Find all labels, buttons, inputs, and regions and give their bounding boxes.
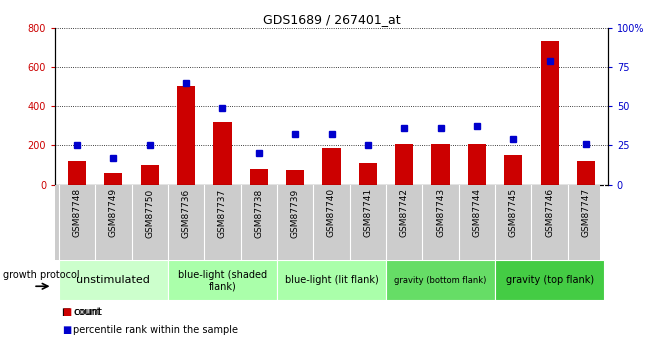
Text: GSM87742: GSM87742 <box>400 188 409 237</box>
Text: GSM87743: GSM87743 <box>436 188 445 237</box>
Bar <box>386 260 495 300</box>
Bar <box>322 148 341 185</box>
Text: ■ count: ■ count <box>62 307 102 317</box>
Text: gravity (bottom flank): gravity (bottom flank) <box>395 276 487 285</box>
Bar <box>504 155 523 185</box>
Text: gravity (top flank): gravity (top flank) <box>506 275 593 285</box>
Text: GSM87746: GSM87746 <box>545 188 554 237</box>
Text: blue-light (lit flank): blue-light (lit flank) <box>285 275 378 285</box>
Text: unstimulated: unstimulated <box>77 275 150 285</box>
Text: GSM87736: GSM87736 <box>181 188 190 238</box>
Text: GSM87744: GSM87744 <box>473 188 482 237</box>
Bar <box>177 87 195 185</box>
Bar <box>68 161 86 185</box>
Bar <box>395 144 413 185</box>
Text: GSM87738: GSM87738 <box>254 188 263 238</box>
Bar <box>577 161 595 185</box>
Text: GSM87739: GSM87739 <box>291 188 300 238</box>
Text: GSM87748: GSM87748 <box>73 188 81 237</box>
Text: ■: ■ <box>62 325 71 335</box>
Text: GSM87745: GSM87745 <box>509 188 518 237</box>
Text: blue-light (shaded
flank): blue-light (shaded flank) <box>178 269 267 291</box>
Text: count: count <box>73 307 101 317</box>
Text: growth protocol: growth protocol <box>3 270 80 280</box>
Bar <box>468 144 486 185</box>
Bar <box>432 144 450 185</box>
Bar <box>277 260 386 300</box>
Text: GSM87741: GSM87741 <box>363 188 372 237</box>
Text: percentile rank within the sample: percentile rank within the sample <box>73 325 239 335</box>
Title: GDS1689 / 267401_at: GDS1689 / 267401_at <box>263 13 400 27</box>
Bar <box>286 170 304 185</box>
Bar <box>213 122 231 185</box>
Bar <box>59 260 168 300</box>
Bar <box>140 165 159 185</box>
Bar <box>168 260 277 300</box>
Text: GSM87740: GSM87740 <box>327 188 336 237</box>
Bar <box>495 260 604 300</box>
Text: GSM87749: GSM87749 <box>109 188 118 237</box>
Text: GSM87747: GSM87747 <box>582 188 590 237</box>
Bar <box>541 41 559 185</box>
Bar <box>250 169 268 185</box>
Text: GSM87737: GSM87737 <box>218 188 227 238</box>
Text: ■: ■ <box>62 307 71 317</box>
Bar <box>359 163 377 185</box>
Bar <box>104 173 122 185</box>
Text: GSM87750: GSM87750 <box>145 188 154 238</box>
